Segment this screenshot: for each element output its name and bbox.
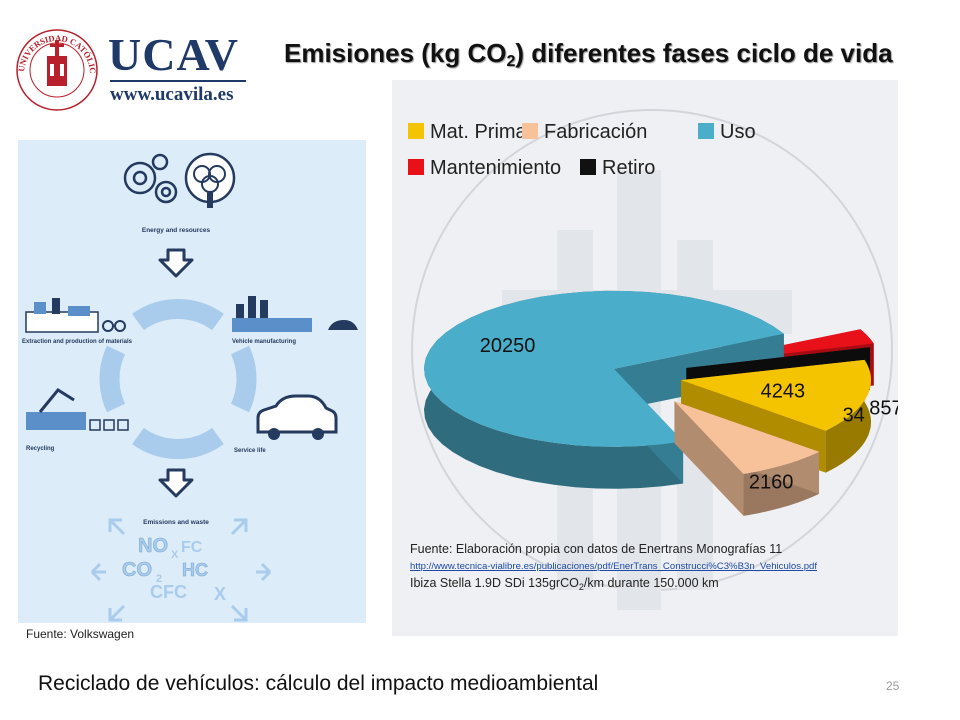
title-suffix: ) diferentes fases ciclo de vida [515,38,893,68]
logo-name: UCAV [108,29,239,80]
vehicle-line-b: /km durante 150.000 km [583,576,719,590]
stage-extraction-label: Extraction and production of materials [22,339,133,345]
title-subscript: 2 [506,53,516,70]
stage-energy-label: Energy and resources [142,227,211,234]
stage-extraction-text: Extraction and production of materials [22,339,133,345]
tree-icon [184,152,236,208]
data-label-mantenimiento: 857 [869,397,898,419]
legend-label-mantenimiento: Mantenimiento [430,157,561,179]
emissions-pie-chart: Mat. Primas Fabricación Uso Mantenimiento Re… [408,109,898,610]
symbol-co: CO [122,559,152,581]
legend-label-mat-primas: Mat. Primas [430,121,537,143]
legend-label-retiro: Retiro [602,157,655,179]
stage-recycling-label: Recycling [26,446,55,452]
university-seal-icon: UNIVERSIDAD CATÓLICA DE ÁVILA [14,22,98,111]
chart-legend: Mat. Primas Fabricación Uso Mantenimiento Re… [408,121,756,179]
footer-title: Reciclado de vehículos: cálculo del impa… [38,672,599,695]
extraction-factory-icon [25,298,126,333]
title-prefix: Emisiones (kg CO [284,38,507,68]
symbol-hc: HC [182,560,208,580]
stage-service-label: Service life [234,448,266,454]
logo-divider [110,80,246,82]
vehicle-line-a: Ibiza Stella 1.9D SDi 135grCO [410,576,579,590]
chart-panel: Mat. Primas Fabricación Uso Mantenimiento Re… [392,80,898,636]
legend-label-uso: Uso [720,121,756,143]
data-label-fabricacion: 2160 [749,471,794,493]
legend-swatch-mantenimiento [408,159,424,175]
factory-icon [232,296,358,332]
slide-title: Emisiones (kg CO2) diferentes fases cicl… [284,38,893,71]
data-label-uso: 20250 [480,335,536,357]
symbol-two: 2 [156,573,162,585]
stage-manufacturing-label: Vehicle manufacturing [232,339,296,345]
source-line: Fuente: Elaboración propia con datos de … [410,542,783,556]
symbol-fc: FC [181,539,203,556]
gears-icon [123,153,178,204]
source-link[interactable]: http://www.tecnica-vialibre.es/publicaci… [410,561,818,572]
page-number: 25 [886,679,900,693]
pie-slice-fabricacion [674,401,820,516]
legend-swatch-mat-primas [408,123,424,139]
car-icon [256,394,338,440]
symbol-no: NO [138,535,168,557]
recycle-cycle-ring [99,299,257,459]
logo-url[interactable]: www.ucavila.es [110,84,234,105]
emission-arrows [90,518,272,622]
pie-slices [424,290,874,516]
symbol-cfc: CFC [150,582,187,602]
legend-label-fabricacion: Fabricación [544,121,647,143]
emission-symbols: NO X FC CO 2 HC CFC X [122,535,226,604]
stage-emissions-label: Emissions and waste [143,519,209,526]
legend-swatch-uso [698,123,714,139]
vehicle-line: Ibiza Stella 1.9D SDi 135grCO2/km durant… [410,575,817,596]
data-label-mat-primas: 4243 [761,381,806,403]
left-source-caption: Fuente: Volkswagen [26,627,135,641]
data-label-retiro: 34 [843,405,865,427]
down-arrow-icon [158,248,194,278]
lifecycle-diagram: Energy and resources Extraction and prod… [18,140,366,623]
lifecycle-graphic: Energy and resources Extraction and prod… [22,152,358,622]
vehicle-line-sub: 2 [578,582,584,592]
legend-swatch-fabricacion [522,123,538,139]
recycling-crane-icon [26,388,129,431]
source-block: Fuente: Elaboración propia con datos de … [410,541,817,596]
down-arrow-icon [158,468,194,498]
pie-slice-mat-primas [681,359,871,473]
legend-swatch-retiro [580,159,596,175]
ucav-logo: UNIVERSIDAD CATÓLICA DE ÁVILA UCAV www.u… [14,22,250,114]
symbol-x2: X [214,584,226,604]
symbol-x1: X [171,549,179,561]
